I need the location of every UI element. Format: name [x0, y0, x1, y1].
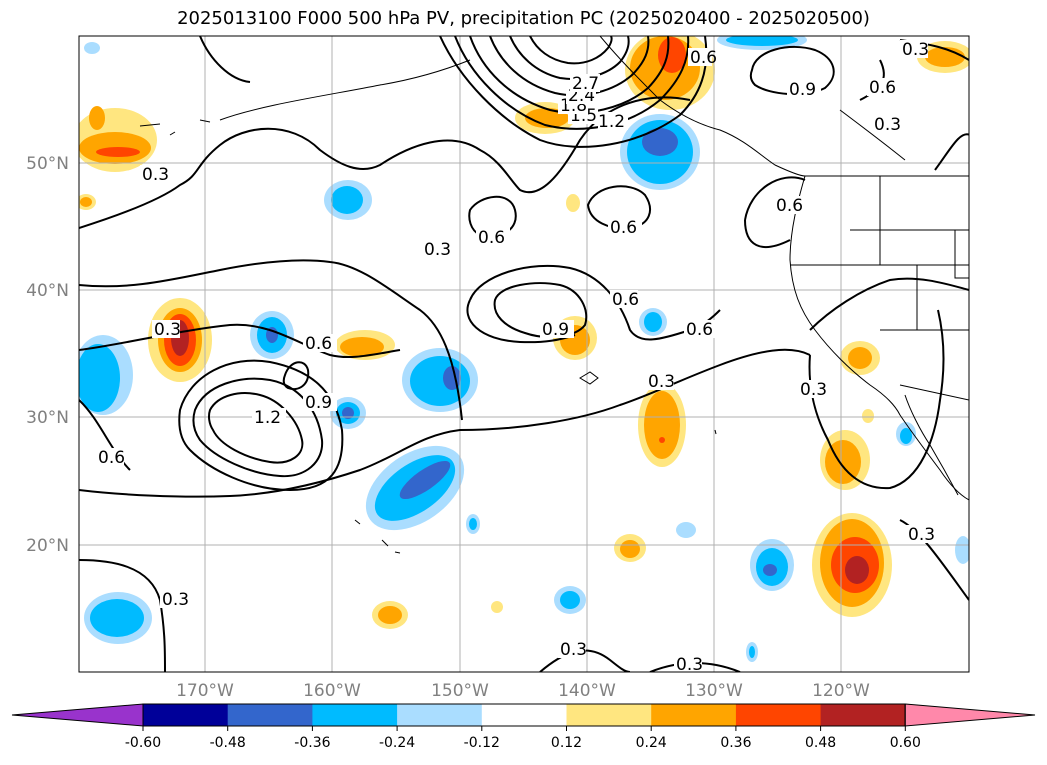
colorbar-segment — [143, 704, 229, 726]
lon-label-130w: 130°W — [685, 681, 743, 701]
colorbar-tick-label: 0.24 — [636, 735, 667, 751]
coastlines — [139, 36, 969, 554]
colorbar-tick-label: -0.12 — [464, 735, 500, 751]
contour-label: 0.9 — [789, 80, 816, 100]
colorbar-segment — [651, 704, 737, 726]
colorbar: -0.60 -0.48 -0.36 -0.24 -0.12 0.12 0.24 0.36 0.4… — [11, 703, 1036, 751]
colorbar-extend-high — [904, 703, 1036, 727]
lat-label-20n: 20°N — [26, 536, 69, 556]
map-frame — [78, 35, 970, 673]
colorbar-ticks: -0.60 -0.48 -0.36 -0.24 -0.12 0.12 0.24 0.36 0.4… — [125, 726, 921, 751]
contour-label: 0.3 — [800, 380, 827, 400]
contour-label: 0.3 — [908, 525, 935, 545]
contour-label: 0.6 — [690, 48, 717, 68]
colorbar-tick-label: -0.36 — [294, 735, 330, 751]
contour-label: 1.2 — [598, 112, 625, 132]
contour-label: 0.6 — [98, 448, 125, 468]
colorbar-segment — [735, 704, 822, 726]
lat-label-40n: 40°N — [26, 281, 69, 301]
colorbar-segment — [566, 704, 652, 726]
colorbar-extend-low — [11, 703, 144, 727]
lat-label-50n: 50°N — [26, 154, 69, 174]
contour-label: 0.6 — [305, 334, 332, 354]
lon-label-150w: 150°W — [431, 681, 489, 701]
colorbar-tick-label: -0.24 — [379, 735, 415, 751]
colorbar-segment — [481, 704, 567, 726]
contour-label: 0.3 — [424, 240, 451, 260]
colorbar-tick-label: 0.12 — [551, 735, 582, 751]
contour-label: 0.6 — [869, 78, 896, 98]
colorbar-tick-label: 0.60 — [890, 735, 921, 751]
contour-label: 0.6 — [478, 228, 505, 248]
colorbar-segment — [227, 704, 313, 726]
contour-label: 1.2 — [254, 408, 281, 428]
lat-label-30n: 30°N — [26, 408, 69, 428]
contour-label: 0.3 — [154, 320, 181, 340]
lon-label-170w: 170°W — [176, 681, 234, 701]
lon-label-140w: 140°W — [558, 681, 616, 701]
colorbar-segment — [312, 704, 398, 726]
contour-label: 0.3 — [676, 655, 703, 675]
contour-label: 0.9 — [542, 320, 569, 340]
colorbar-tick-label: -0.48 — [210, 735, 246, 751]
contour-label: 2.7 — [572, 74, 599, 94]
contour-label: 0.6 — [612, 290, 639, 310]
contour-label: 0.6 — [610, 218, 637, 238]
contour-label: 0.6 — [686, 320, 713, 340]
contour-label: 0.3 — [648, 372, 675, 392]
graticule — [79, 36, 969, 672]
contour-label: 0.9 — [305, 393, 332, 413]
latitude-labels: 50°N 40°N 30°N 20°N — [26, 154, 69, 556]
colorbar-tick-label: 0.36 — [720, 735, 751, 751]
contour-label: 0.3 — [142, 165, 169, 185]
longitude-labels: 170°W 160°W 150°W 140°W 130°W 120°W — [176, 681, 870, 701]
colorbar-segments — [11, 703, 1036, 727]
colorbar-tick-label: 0.48 — [805, 735, 836, 751]
colorbar-tick-label: -0.60 — [125, 735, 161, 751]
lon-label-160w: 160°W — [303, 681, 361, 701]
contour-label: 0.6 — [776, 196, 803, 216]
contour-label: 0.3 — [560, 640, 587, 660]
colorbar-segment — [820, 704, 906, 726]
lon-label-120w: 120°W — [812, 681, 870, 701]
contour-labels: 0.3 0.3 0.3 0.3 0.3 0.3 0.3 0.3 0.3 0.3 … — [96, 40, 935, 675]
precip-negative-shading — [79, 36, 969, 662]
contour-label: 0.3 — [874, 115, 901, 135]
contour-label: 0.3 — [162, 590, 189, 610]
contour-label: 0.3 — [902, 40, 929, 60]
map-title: 2025013100 F000 500 hPa PV, precipitatio… — [177, 8, 870, 29]
colorbar-segment — [397, 704, 483, 726]
